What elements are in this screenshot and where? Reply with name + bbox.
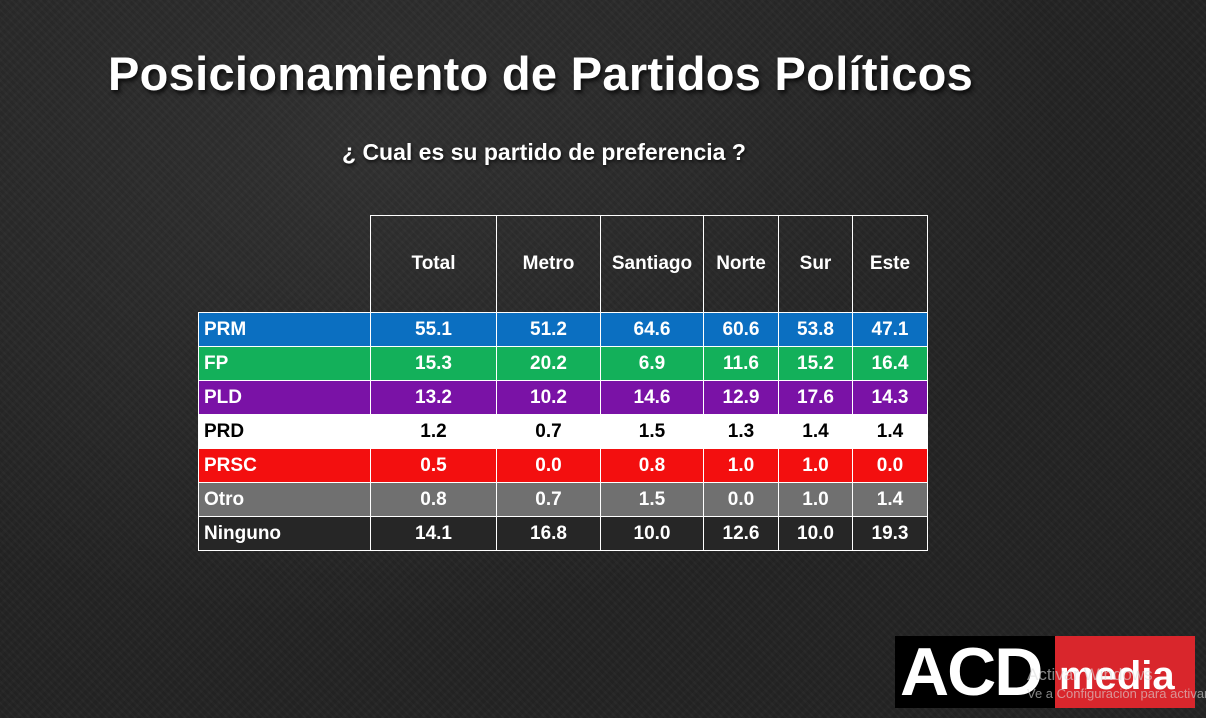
- table-cell: 14.3: [852, 380, 928, 415]
- table-cell: 1.5: [600, 414, 704, 449]
- header-este: Este: [852, 215, 928, 313]
- table-cell: 53.8: [778, 312, 853, 347]
- table-cell: 19.3: [852, 516, 928, 551]
- table-cell: 0.8: [600, 448, 704, 483]
- table-row: PRSC 0.5 0.0 0.8 1.0 1.0 0.0: [198, 448, 928, 483]
- table-cell: 1.4: [852, 482, 928, 517]
- table-cell: 14.6: [600, 380, 704, 415]
- header-total: Total: [370, 215, 497, 313]
- table-cell: 1.3: [703, 414, 779, 449]
- table-row: PLD 13.2 10.2 14.6 12.9 17.6 14.3: [198, 380, 928, 415]
- table-cell: 1.4: [778, 414, 853, 449]
- logo-acd-text: ACD: [895, 636, 1055, 708]
- table-cell: 14.1: [370, 516, 497, 551]
- party-name: PRSC: [198, 448, 371, 483]
- table-cell: 1.0: [778, 482, 853, 517]
- table-cell: 13.2: [370, 380, 497, 415]
- activation-watermark: Activar Windows Ve a Configuración para …: [1027, 664, 1206, 702]
- party-name: Otro: [198, 482, 371, 517]
- table-cell: 17.6: [778, 380, 853, 415]
- table-cell: 0.0: [703, 482, 779, 517]
- table-cell: 60.6: [703, 312, 779, 347]
- table-cell: 10.2: [496, 380, 601, 415]
- table-cell: 0.0: [852, 448, 928, 483]
- slide-title: Posicionamiento de Partidos Políticos: [108, 47, 974, 100]
- table-cell: 0.0: [496, 448, 601, 483]
- table-cell: 0.7: [496, 414, 601, 449]
- table-cell: 10.0: [778, 516, 853, 551]
- table-row: PRM 55.1 51.2 64.6 60.6 53.8 47.1: [198, 312, 928, 347]
- table-cell: 1.4: [852, 414, 928, 449]
- table-cell: 16.4: [852, 346, 928, 381]
- header-metro: Metro: [496, 215, 601, 313]
- table-cell: 47.1: [852, 312, 928, 347]
- header-row: Total Metro Santiago Norte Sur Este: [198, 215, 928, 313]
- table-cell: 20.2: [496, 346, 601, 381]
- table-cell: 16.8: [496, 516, 601, 551]
- table-cell: 1.2: [370, 414, 497, 449]
- party-name: PRM: [198, 312, 371, 347]
- table-cell: 10.0: [600, 516, 704, 551]
- table-cell: 15.2: [778, 346, 853, 381]
- table-row: PRD 1.2 0.7 1.5 1.3 1.4 1.4: [198, 414, 928, 449]
- table-cell: 64.6: [600, 312, 704, 347]
- table-cell: 55.1: [370, 312, 497, 347]
- table-cell: 6.9: [600, 346, 704, 381]
- header-santiago: Santiago: [600, 215, 704, 313]
- table-cell: 1.5: [600, 482, 704, 517]
- table-row: Otro 0.8 0.7 1.5 0.0 1.0 1.4: [198, 482, 928, 517]
- watermark-line1: Activar Windows: [1027, 665, 1153, 684]
- party-name: Ninguno: [198, 516, 371, 551]
- table-cell: 11.6: [703, 346, 779, 381]
- table-cell: 0.8: [370, 482, 497, 517]
- results-table: Total Metro Santiago Norte Sur Este PRM …: [198, 215, 928, 551]
- acd-media-logo: ACD media: [895, 636, 1195, 708]
- table-cell: 1.0: [703, 448, 779, 483]
- table-cell: 15.3: [370, 346, 497, 381]
- watermark-line2: Ve a Configuración para activar Windows.: [1027, 686, 1206, 701]
- party-name: FP: [198, 346, 371, 381]
- table-row: FP 15.3 20.2 6.9 11.6 15.2 16.4: [198, 346, 928, 381]
- header-norte: Norte: [703, 215, 779, 313]
- slide-subtitle: ¿ Cual es su partido de preferencia ?: [342, 139, 746, 165]
- header-corner: [198, 215, 371, 313]
- table-cell: 1.0: [778, 448, 853, 483]
- table-cell: 12.9: [703, 380, 779, 415]
- logo-media-text: media: [1055, 636, 1195, 708]
- table-cell: 12.6: [703, 516, 779, 551]
- header-sur: Sur: [778, 215, 853, 313]
- table-cell: 0.7: [496, 482, 601, 517]
- party-name: PLD: [198, 380, 371, 415]
- table-cell: 51.2: [496, 312, 601, 347]
- party-name: PRD: [198, 414, 371, 449]
- table-row: Ninguno 14.1 16.8 10.0 12.6 10.0 19.3: [198, 516, 928, 551]
- table-cell: 0.5: [370, 448, 497, 483]
